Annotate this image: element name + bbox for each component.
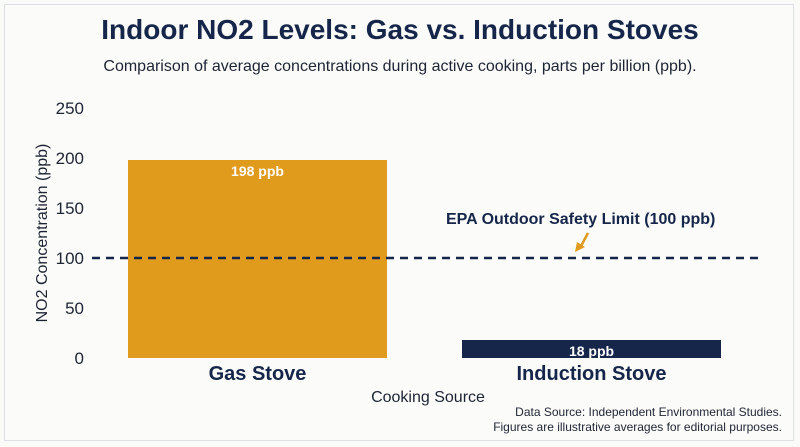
source-note: Data Source: Independent Environmental S… [493, 405, 782, 435]
x-tick-label: Induction Stove [517, 363, 667, 385]
chart-title: Indoor NO2 Levels: Gas vs. Induction Sto… [101, 14, 699, 45]
source-line-2: Figures are illustrative averages for ed… [493, 420, 782, 434]
bar-value-label: 18 ppb [569, 343, 614, 359]
y-tick-label: 250 [56, 99, 84, 118]
y-axis-label: NO2 Concentration (ppb) [34, 144, 51, 323]
y-tick-label: 50 [65, 299, 84, 318]
y-tick-label: 150 [56, 199, 84, 218]
chart-subtitle: Comparison of average concentrations dur… [103, 58, 697, 75]
annotation-arrow-head [575, 242, 585, 252]
reference-line-label: EPA Outdoor Safety Limit (100 ppb) [446, 211, 715, 228]
bar-gas-stove [128, 160, 387, 358]
y-tick-label: 100 [56, 249, 84, 268]
bar-value-label: 198 ppb [231, 163, 284, 179]
x-tick-label: Gas Stove [209, 363, 307, 385]
y-tick-label: 200 [56, 149, 84, 168]
bar-induction-stove [462, 340, 721, 358]
x-axis-label: Cooking Source [371, 389, 485, 406]
y-tick-label: 0 [75, 349, 84, 368]
source-line-1: Data Source: Independent Environmental S… [515, 405, 782, 419]
